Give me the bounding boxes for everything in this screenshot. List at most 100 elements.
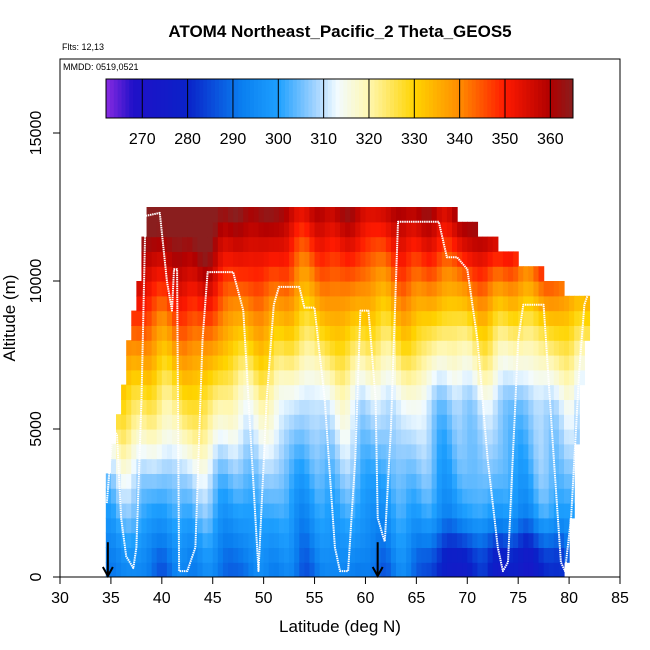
heatmap-cell	[523, 488, 529, 504]
heatmap-cell	[421, 488, 428, 504]
heatmap-cell	[441, 266, 448, 282]
heatmap-cell	[197, 473, 204, 489]
heatmap-cell	[533, 503, 540, 519]
heatmap-cell	[431, 547, 438, 563]
heatmap-cell	[553, 295, 560, 312]
heatmap-cell	[222, 295, 229, 312]
heatmap-cell	[426, 251, 433, 267]
heatmap-cell	[558, 562, 565, 577]
heatmap-cell	[319, 221, 326, 238]
heatmap-cell	[421, 295, 428, 312]
heatmap-cell	[497, 547, 504, 563]
heatmap-cell	[350, 414, 356, 430]
colorbar-segment	[557, 79, 562, 118]
heatmap-cell	[564, 355, 570, 371]
heatmap-cell	[334, 221, 341, 238]
heatmap-cell	[390, 473, 397, 489]
heatmap-cell	[299, 473, 305, 489]
heatmap-cell	[222, 547, 229, 563]
heatmap-cell	[329, 547, 336, 563]
heatmap-cell	[497, 458, 504, 474]
heatmap-cell	[421, 473, 428, 489]
colorbar-segment	[409, 79, 414, 118]
heatmap-cell	[543, 429, 550, 445]
heatmap-cell	[426, 517, 433, 534]
colorbar-segment	[168, 79, 173, 118]
heatmap-cell	[396, 414, 402, 430]
heatmap-cell	[222, 429, 229, 445]
colorbar-segment	[117, 79, 123, 118]
heatmap-cell	[452, 251, 458, 267]
heatmap-cell	[207, 325, 214, 341]
heatmap-cell	[222, 517, 229, 534]
heatmap-cell	[492, 458, 499, 474]
heatmap-cell	[416, 355, 423, 371]
heatmap-cell	[197, 340, 204, 356]
heatmap-cell	[513, 562, 519, 577]
heatmap-cell	[508, 384, 514, 400]
heatmap-cell	[528, 547, 535, 563]
heatmap-cell	[197, 236, 204, 252]
colorbar-tick-label: 300	[265, 131, 292, 148]
heatmap-cell	[289, 547, 295, 563]
heatmap-cell	[105, 532, 112, 548]
heatmap-cell	[202, 340, 209, 356]
heatmap-cell	[350, 458, 356, 474]
heatmap-cell	[569, 429, 575, 445]
heatmap-cell	[360, 473, 367, 489]
heatmap-cell	[553, 458, 560, 474]
heatmap-cell	[151, 266, 158, 282]
heatmap-cell	[492, 562, 499, 577]
heatmap-cell	[182, 547, 188, 563]
heatmap-cell	[304, 429, 311, 445]
heatmap-cell	[558, 458, 565, 474]
heatmap-cell	[431, 221, 438, 238]
heatmap-cell	[248, 458, 255, 474]
heatmap-cell	[177, 281, 183, 297]
heatmap-cell	[502, 562, 509, 577]
heatmap-cell	[518, 355, 524, 371]
heatmap-cell	[309, 503, 316, 519]
heatmap-cell	[467, 517, 473, 534]
heatmap-cell	[579, 310, 585, 326]
heatmap-cell	[518, 414, 524, 430]
heatmap-cell	[151, 532, 158, 548]
heatmap-cell	[263, 488, 270, 504]
heatmap-cell	[324, 221, 331, 238]
heatmap-cell	[396, 399, 402, 415]
heatmap-cell	[436, 473, 443, 489]
colorbar-segment	[530, 79, 535, 118]
colorbar-segment	[187, 79, 193, 118]
heatmap-cell	[385, 340, 392, 356]
heatmap-cell	[411, 236, 417, 252]
heatmap-cell	[365, 325, 372, 341]
heatmap-cell	[284, 207, 290, 223]
heatmap-cell	[360, 384, 367, 400]
heatmap-cell	[457, 414, 463, 430]
colorbar-segment	[129, 79, 134, 118]
heatmap-cell	[156, 369, 163, 386]
heatmap-cell	[385, 310, 392, 326]
heatmap-cell	[248, 266, 255, 282]
heatmap-cell	[314, 443, 321, 460]
heatmap-cell	[487, 325, 494, 341]
heatmap-cell	[452, 266, 458, 282]
heatmap-cell	[141, 429, 148, 445]
heatmap-cell	[411, 429, 417, 445]
heatmap-cell	[385, 399, 392, 415]
heatmap-cell	[278, 473, 285, 489]
heatmap-cell	[477, 281, 484, 297]
heatmap-cell	[319, 384, 326, 400]
heatmap-cell	[136, 443, 143, 460]
heatmap-cell	[446, 340, 453, 356]
heatmap-cell	[431, 325, 438, 341]
heatmap-cell	[390, 488, 397, 504]
heatmap-cell	[523, 532, 529, 548]
heatmap-cell	[314, 429, 321, 445]
heatmap-cell	[406, 547, 412, 563]
colorbar-segment	[106, 79, 111, 118]
heatmap-cell	[324, 488, 331, 504]
heatmap-cell	[258, 369, 265, 386]
heatmap-cell	[319, 429, 326, 445]
heatmap-cell	[401, 532, 407, 548]
